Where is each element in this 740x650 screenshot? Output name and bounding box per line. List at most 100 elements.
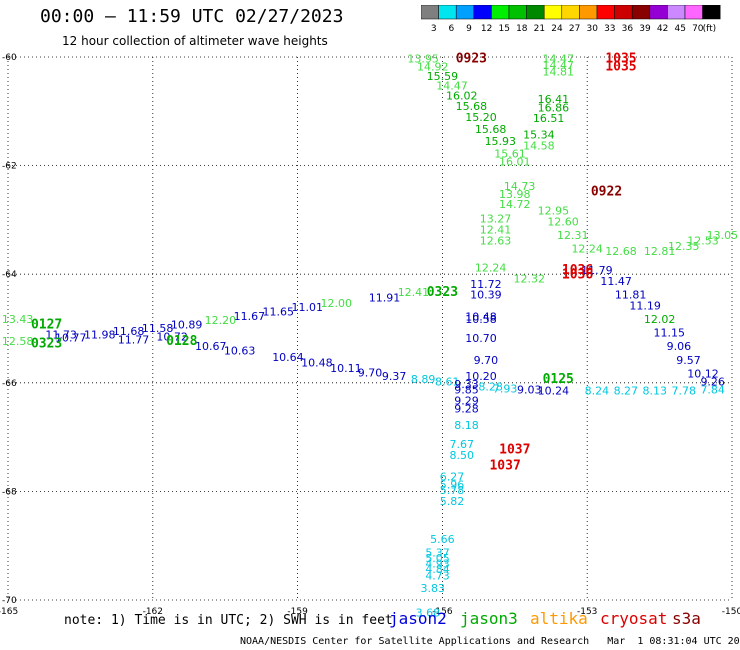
- swh-label: 12.63: [480, 234, 512, 247]
- swh-label: 12.24: [571, 242, 603, 255]
- swh-label: 11.65: [263, 305, 295, 318]
- swh-label: 13.27: [480, 213, 512, 226]
- longitude-tick-label: -156: [432, 607, 453, 617]
- swh-label: 7.93: [493, 383, 518, 396]
- swh-label: 10.67: [195, 340, 227, 353]
- colorbar-tick-label: 18: [516, 24, 528, 34]
- swh-label: 10.24: [538, 385, 570, 398]
- swh-label: 15.93: [485, 135, 517, 148]
- swh-label: 5.37: [425, 547, 450, 560]
- swh-label: 5.05: [425, 552, 450, 565]
- credit-line: NOAA/NESDIS Center for Satellite Applica…: [240, 636, 740, 647]
- swh-label: 4.93: [425, 557, 450, 570]
- latitude-tick-label: -68: [2, 487, 17, 497]
- swh-label: 10.48: [301, 357, 333, 370]
- swh-label: 14.72: [499, 198, 531, 211]
- swh-label: 11.19: [629, 299, 661, 312]
- swh-label: 13.95: [407, 52, 439, 65]
- swh-label: 5.66: [430, 533, 455, 546]
- colorbar-tick-label: 12: [481, 24, 492, 34]
- swh-label: 12.35: [668, 240, 700, 253]
- swh-label: 16.51: [533, 112, 565, 125]
- swh-label: 12.68: [605, 245, 637, 258]
- pass-time-label: 1037: [489, 459, 520, 474]
- swh-label: 11.79: [581, 264, 613, 277]
- swh-label: 10.39: [470, 289, 502, 302]
- swh-label: 3.68: [416, 606, 441, 619]
- colorbar-tick-label: 33: [604, 24, 615, 34]
- swh-label: 7.84: [700, 384, 725, 397]
- colorbar-tick-label: 9: [466, 24, 472, 34]
- swh-label: 11.01: [292, 301, 324, 314]
- latitude-tick-label: -66: [2, 379, 17, 389]
- swh-label: 8.24: [585, 385, 610, 398]
- swh-label: 9.57: [676, 354, 701, 367]
- colorbar-tick-label: 6: [449, 24, 455, 34]
- swh-label: 12.20: [205, 314, 237, 327]
- colorbar-tick-label: 27: [569, 24, 580, 34]
- colorbar-tick-label: 24: [551, 24, 563, 34]
- colorbar-swatch: [702, 5, 721, 20]
- longitude-tick-label: -162: [143, 607, 163, 617]
- swh-label: 11.67: [234, 310, 266, 323]
- swh-label: 5.96: [440, 479, 465, 492]
- swh-label: 15.59: [427, 70, 459, 83]
- swh-label: 12.32: [514, 272, 546, 285]
- swh-label: 9.37: [382, 370, 407, 383]
- swh-label: 11.15: [654, 327, 686, 340]
- longitude-tick-label: -159: [287, 607, 308, 617]
- swh-label: 8.28: [478, 380, 503, 393]
- swh-label: 9.26: [700, 376, 725, 389]
- swh-label: 14.58: [523, 139, 555, 152]
- swh-label: 12.41: [398, 286, 430, 299]
- swh-label: 14.81: [542, 65, 574, 78]
- swh-label: 11.91: [369, 291, 401, 304]
- swh-label: 8.27: [614, 385, 639, 398]
- swh-label: 16.02: [446, 89, 478, 102]
- map-subtitle: 12 hour collection of altimeter wave hei…: [62, 34, 328, 48]
- swh-label: 12.60: [547, 215, 579, 228]
- colorbar-tick-label: 45: [674, 24, 685, 34]
- longitude-tick-label: -165: [0, 607, 18, 617]
- swh-label: 8.18: [454, 419, 479, 432]
- swh-label: 10.11: [330, 362, 362, 375]
- swh-label: 10.77: [55, 332, 87, 345]
- colorbar-tick-label: 30: [586, 24, 598, 34]
- swh-label: 3.83: [420, 582, 445, 595]
- swh-label: 13.05: [707, 229, 739, 242]
- swh-label: 12.00: [320, 297, 352, 310]
- swh-label: 8.89: [411, 373, 436, 386]
- pass-time-label: 0923: [456, 51, 487, 66]
- legend-jason3: jason3: [460, 609, 518, 628]
- longitude-tick-label: -150: [722, 607, 740, 617]
- latitude-tick-label: -60: [2, 53, 17, 63]
- colorbar-tick-label: 42: [657, 24, 668, 34]
- pass-time-label: 0128: [166, 334, 197, 349]
- swh-label: 15.68: [475, 123, 507, 136]
- swh-label: 12.24: [475, 261, 507, 274]
- swh-label: 13.43: [2, 313, 34, 326]
- swh-label: 12.81: [644, 245, 676, 258]
- swh-label: 12.53: [687, 234, 719, 247]
- swh-label: 14.73: [504, 180, 536, 193]
- latitude-tick-label: -62: [2, 162, 17, 172]
- swh-label: 10.89: [171, 319, 203, 332]
- swh-label: 9.33: [454, 378, 479, 391]
- swh-label: 10.64: [272, 351, 304, 364]
- swh-label: 12.41: [480, 223, 512, 236]
- units-note: note: 1) Time is in UTC; 2) SWH is in fe…: [64, 613, 393, 628]
- swh-label: 11.68: [113, 325, 145, 338]
- swh-label: 7.78: [671, 385, 696, 398]
- pass-time-label: 1036: [562, 268, 593, 283]
- swh-label: 11.58: [142, 322, 174, 335]
- colorbar-tick-label: 36: [622, 24, 634, 34]
- swh-label: 11.73: [45, 328, 77, 341]
- swh-label: 10.20: [465, 370, 497, 383]
- legend-altika: altika: [530, 609, 588, 628]
- swh-label: 12.02: [644, 313, 676, 326]
- swh-label: 15.34: [523, 128, 555, 141]
- pass-time-label: 1035: [605, 60, 636, 75]
- pass-time-label: 1036: [562, 263, 593, 278]
- swh-label: 13.98: [499, 188, 531, 201]
